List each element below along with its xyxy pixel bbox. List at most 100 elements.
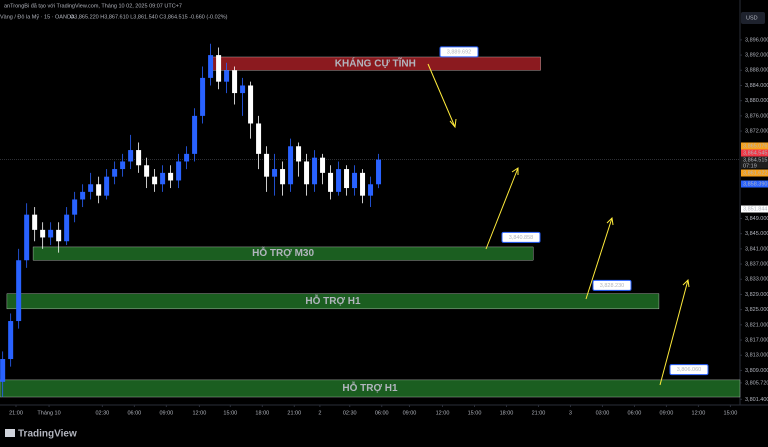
candle-body [256, 123, 262, 154]
x-tick-label: 15:00 [468, 410, 482, 416]
price-label: 3,858.390 [743, 181, 767, 187]
candle-body [40, 229, 46, 238]
x-tick-label: 18:00 [500, 410, 514, 416]
y-tick-label: 3,849.000 [745, 216, 768, 222]
candle-body [376, 159, 382, 185]
x-tick-label: 15:00 [724, 410, 738, 416]
zone [0, 379, 741, 398]
candle-body [96, 184, 102, 196]
logo-mark[interactable] [5, 429, 15, 437]
price-label: 3,861.622 [743, 170, 767, 176]
y-tick-label: 3,888.000 [745, 68, 768, 74]
candle-body [24, 214, 30, 261]
callout-label: 3,889.692 [447, 49, 471, 55]
x-tick-label: 06:00 [127, 410, 141, 416]
x-tick-label: 12:00 [436, 410, 450, 416]
brand[interactable]: TradingView [18, 429, 77, 440]
zone-label: HỖ TRỢ M30 [252, 246, 314, 259]
countdown: 07:19 [743, 163, 757, 169]
candle-body [136, 150, 142, 166]
candle-body [192, 115, 198, 154]
candle-body [104, 176, 110, 196]
candle-body [304, 161, 310, 185]
arrow-head [449, 118, 457, 129]
x-tick-label: 12:00 [193, 410, 207, 416]
x-tick-label: 15:00 [223, 410, 237, 416]
candle-body [216, 55, 222, 82]
y-tick-label: 3,805.720 [745, 380, 768, 386]
y-tick-label: 3,892.000 [745, 53, 768, 59]
candle-body [8, 321, 14, 360]
candle-body [208, 55, 214, 78]
ohlc: O3,865.220 H3,867.610 L3,861.540 C3,864.… [70, 14, 228, 20]
x-tick-label: 21:00 [287, 410, 301, 416]
x-tick-label: 3 [569, 410, 572, 416]
callout-box [439, 46, 479, 58]
candle-body [48, 229, 54, 238]
candle-body [56, 229, 62, 242]
candle-body [352, 172, 358, 189]
y-tick-label: 3,880.000 [745, 98, 768, 104]
candle-body [328, 172, 334, 192]
y-tick-label: 3,833.000 [745, 277, 768, 283]
candle-body [312, 157, 318, 185]
y-tick-label: 3,809.000 [745, 368, 768, 374]
price-label: 3,864.545 [743, 150, 767, 156]
price-label: 3,851.844 [743, 206, 767, 212]
x-tick-label: 06:00 [375, 410, 389, 416]
arrow [427, 63, 456, 128]
y-tick-label: 3,884.000 [745, 83, 768, 89]
candle-body [80, 191, 86, 200]
candle-body [176, 161, 182, 181]
candle-body [368, 184, 374, 196]
arrow-head [511, 167, 519, 175]
candle-body [120, 161, 126, 170]
y-tick-label: 3,896.000 [745, 37, 768, 43]
candle-body [240, 85, 246, 94]
callout-box [669, 364, 709, 376]
candle-body [296, 146, 302, 162]
y-tick-label: 3,817.000 [745, 337, 768, 343]
currency[interactable]: USD [746, 15, 758, 21]
currency-box[interactable] [741, 12, 765, 24]
zone [6, 293, 660, 310]
callout-label: 3,806.060 [677, 367, 701, 373]
candle-body [168, 172, 174, 181]
price-label: 3,864.515 [743, 157, 767, 163]
candle-body [0, 359, 6, 382]
callout-label: 3,828.230 [600, 283, 624, 289]
y-tick-label: 3,801.400 [745, 397, 768, 403]
y-tick-label: 3,876.000 [745, 113, 768, 119]
y-tick-label: 3,821.000 [745, 322, 768, 328]
candle-body [232, 70, 238, 94]
candle-body [152, 176, 158, 185]
candle-body [344, 169, 350, 189]
author: anTrongBi đã tạo với TradingView.com, Th… [4, 3, 182, 9]
x-tick-label: 18:00 [255, 410, 269, 416]
logo[interactable]: TradingView [5, 429, 77, 440]
arrow [585, 217, 613, 300]
x-tick-label: 02:30 [95, 410, 109, 416]
candle-body [280, 169, 286, 185]
price-label-box [741, 156, 768, 169]
candle-body [336, 169, 342, 192]
y-tick-label: 3,845.000 [745, 231, 768, 237]
x-tick-label: 09:00 [403, 410, 417, 416]
x-tick-label: 2 [318, 410, 321, 416]
zone-label: HỖ TRỢ H1 [305, 294, 361, 307]
price-label-box [741, 142, 768, 150]
callout-box [501, 231, 541, 243]
candle-body [184, 153, 190, 162]
price-label-box [741, 180, 768, 188]
candle-body [264, 153, 270, 177]
candle-body [112, 169, 118, 177]
candle-body [200, 77, 206, 116]
x-tick-label: 21:00 [532, 410, 546, 416]
arrow-head [682, 278, 690, 288]
candle-body [144, 165, 150, 177]
y-tick-label: 3,813.000 [745, 353, 768, 359]
price-label: 3,865.076 [743, 143, 767, 149]
y-tick-label: 3,841.000 [745, 246, 768, 252]
